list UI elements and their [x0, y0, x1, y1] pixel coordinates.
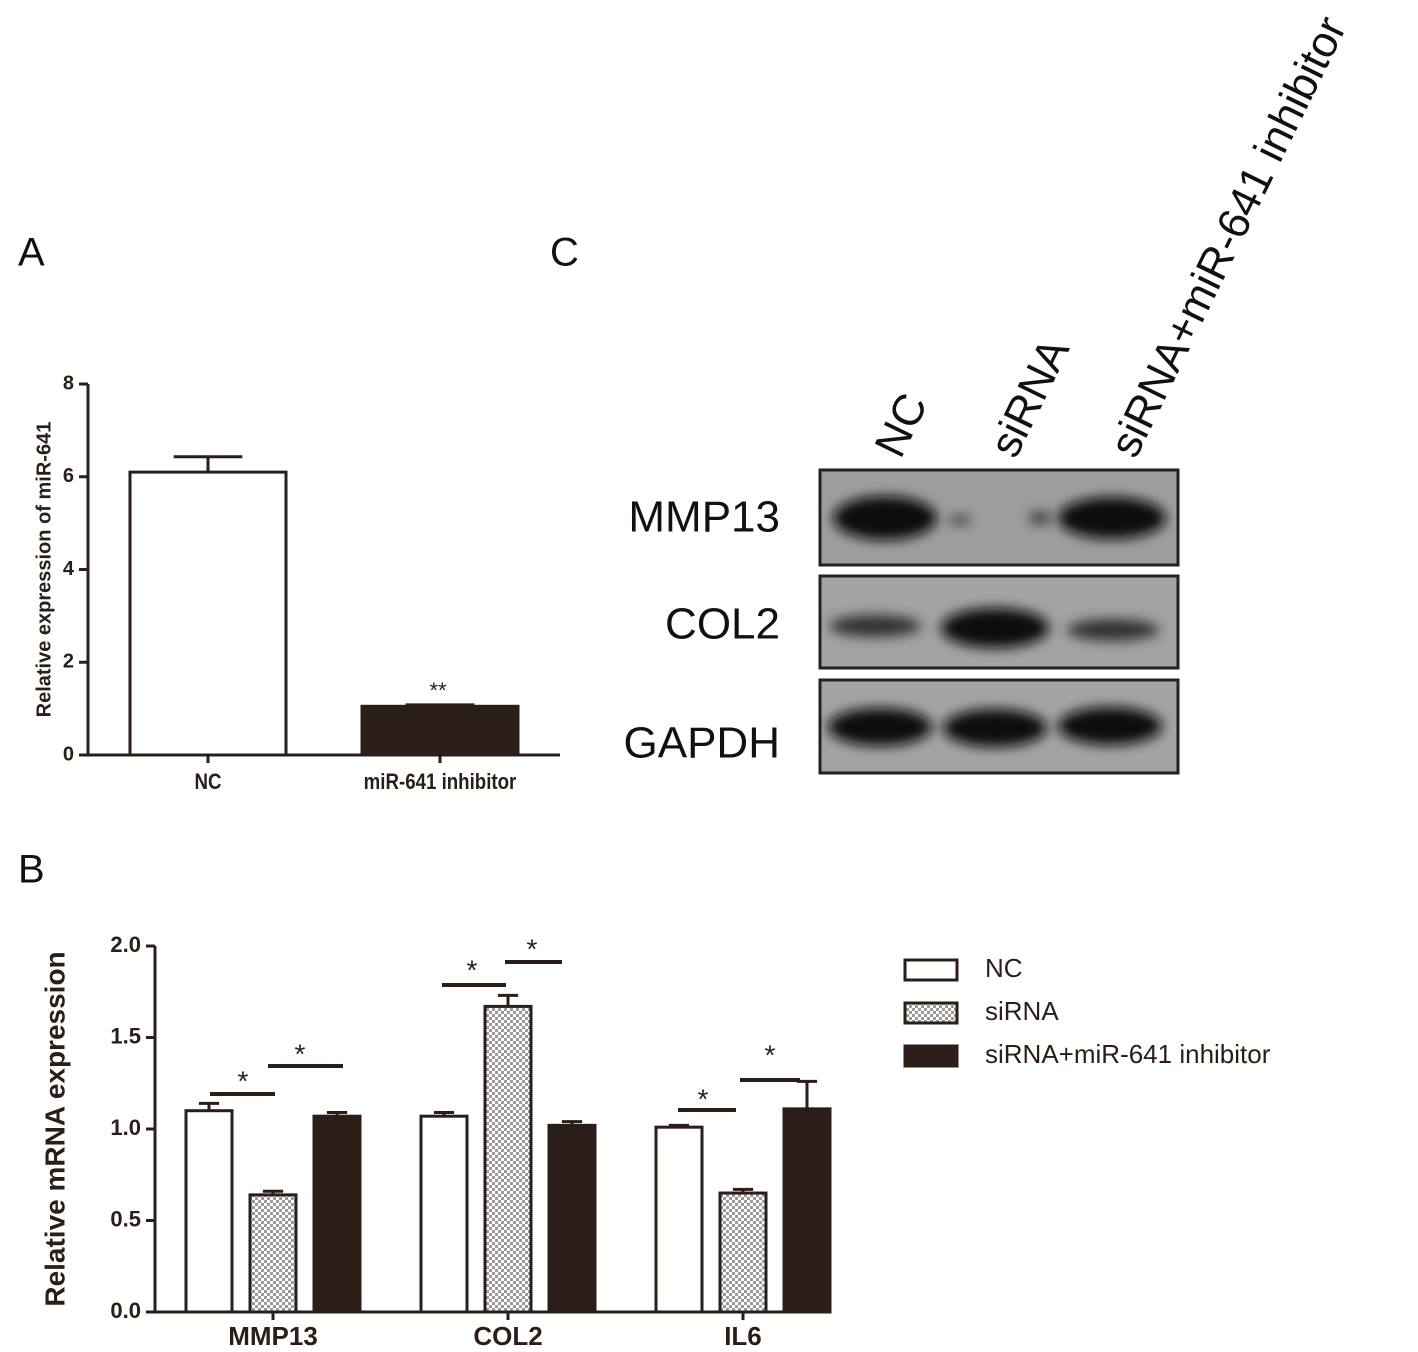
significance-mark: * [698, 1083, 709, 1114]
y-tick-label: 1.5 [110, 1023, 141, 1048]
y-axis-label: Relative expression of miR-641 [33, 422, 55, 718]
blot-lane-label: siRNA+miR-641 inhibitor [1100, 9, 1356, 465]
x-tick-label: NC [194, 770, 221, 794]
x-tick-label: MMP13 [228, 1321, 318, 1351]
blot-row-label: MMP13 [628, 493, 780, 542]
panel-label: A [18, 231, 45, 275]
y-tick-label: 0.5 [110, 1206, 141, 1231]
bar [128, 470, 288, 757]
significance-mark: * [527, 933, 538, 964]
significance-mark: * [467, 954, 478, 985]
y-tick-label: 2.0 [110, 932, 141, 957]
x-tick-label: COL2 [473, 1321, 542, 1351]
legend-label: NC [985, 953, 1023, 983]
significance-mark: * [765, 1039, 776, 1070]
bar [360, 704, 520, 757]
y-tick-label: 0 [63, 743, 74, 765]
bar [419, 1114, 469, 1314]
bar [184, 1109, 234, 1314]
panel-label: B [18, 848, 45, 892]
bar [312, 1114, 362, 1314]
y-tick-label: 8 [63, 372, 74, 394]
blot-lane-label: siRNA [980, 330, 1079, 464]
western-blot [818, 468, 1180, 775]
y-tick-label: 0.0 [110, 1298, 141, 1323]
bar [718, 1191, 768, 1314]
bar [248, 1193, 298, 1314]
significance-mark: * [295, 1038, 306, 1069]
bar [547, 1123, 597, 1314]
bar [654, 1125, 704, 1314]
legend-swatch [903, 958, 959, 982]
bar [782, 1107, 832, 1314]
bar [483, 1004, 533, 1314]
panel-label: C [550, 231, 579, 275]
y-tick-label: 4 [63, 558, 75, 580]
legend-label: siRNA+miR-641 inhibitor [985, 1039, 1271, 1069]
y-axis-label: Relative mRNA expression [39, 951, 70, 1306]
blot-row-label: COL2 [665, 600, 780, 649]
legend-label: siRNA [985, 996, 1059, 1026]
y-tick-label: 6 [63, 465, 74, 487]
blot-lane-label: NC [865, 386, 937, 465]
x-tick-label: miR-641 inhibitor [364, 770, 517, 794]
significance-mark: * [238, 1065, 249, 1096]
blot-row-label: GAPDH [624, 719, 780, 768]
legend-swatch [903, 1001, 959, 1025]
significance-mark: ** [429, 678, 447, 703]
y-tick-label: 1.0 [110, 1115, 141, 1140]
x-tick-label: IL6 [724, 1321, 762, 1351]
legend-swatch [903, 1044, 959, 1068]
y-tick-label: 2 [63, 651, 74, 673]
